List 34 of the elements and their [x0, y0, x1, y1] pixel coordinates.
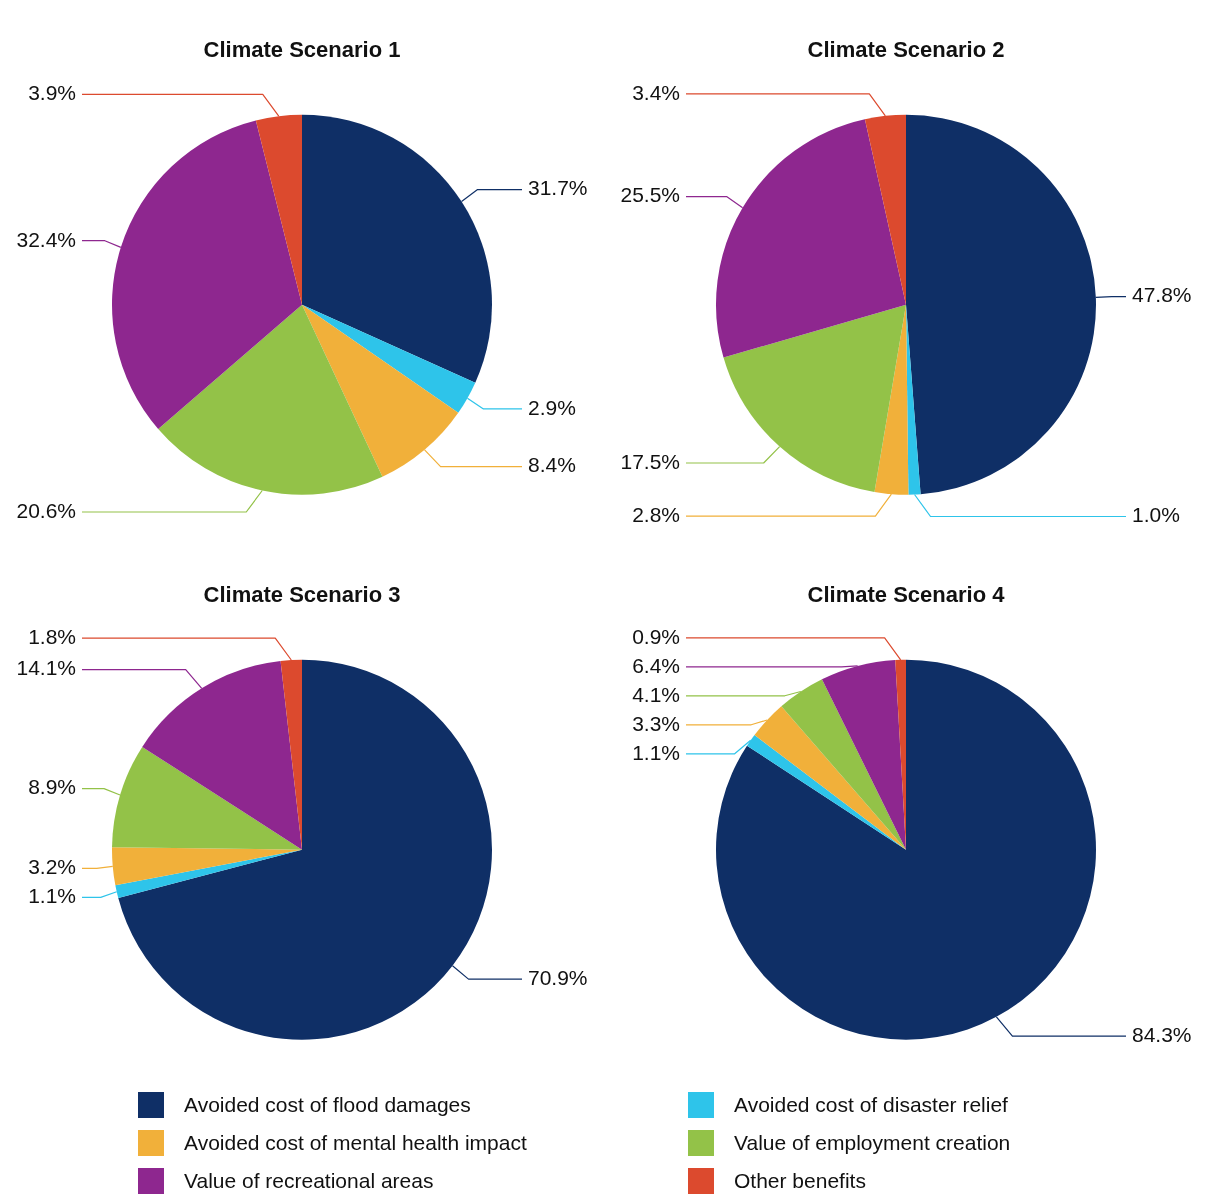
- data-label: 47.8%: [1132, 283, 1192, 307]
- legend-label: Value of employment creation: [734, 1130, 1011, 1156]
- data-label: 14.1%: [16, 656, 76, 680]
- legend-label: Other benefits: [734, 1168, 866, 1194]
- legend-label: Avoided cost of disaster relief: [734, 1092, 1008, 1118]
- data-label: 31.7%: [528, 176, 588, 200]
- chart-title: Climate Scenario 1: [203, 37, 401, 63]
- data-label: 25.5%: [620, 183, 680, 207]
- data-label: 1.0%: [1132, 503, 1180, 527]
- data-label: 3.4%: [632, 80, 680, 104]
- data-label: 3.3%: [632, 711, 680, 735]
- data-label: 6.4%: [632, 653, 680, 677]
- data-label: 2.9%: [528, 395, 576, 419]
- data-label: 1.1%: [28, 884, 76, 908]
- data-label: 20.6%: [16, 498, 76, 522]
- data-label: 3.9%: [28, 81, 76, 105]
- data-label: 70.9%: [528, 965, 588, 989]
- data-label: 2.8%: [632, 502, 680, 526]
- chart-title: Climate Scenario 2: [807, 37, 1005, 63]
- data-label: 32.4%: [16, 227, 76, 251]
- data-label: 1.8%: [28, 624, 76, 648]
- legend-label: Avoided cost of mental health impact: [184, 1130, 527, 1156]
- legend-label: Avoided cost of flood damages: [184, 1092, 471, 1118]
- data-label: 8.9%: [28, 775, 76, 799]
- data-label: 8.4%: [528, 453, 576, 477]
- legend-label: Value of recreational areas: [184, 1168, 434, 1194]
- data-label: 0.9%: [632, 624, 680, 648]
- data-label: 4.1%: [632, 682, 680, 706]
- chart-title: Climate Scenario 4: [807, 582, 1006, 608]
- data-label: 17.5%: [620, 449, 680, 473]
- chart-title: Climate Scenario 3: [203, 582, 401, 608]
- data-label: 3.2%: [28, 855, 76, 879]
- data-label: 1.1%: [632, 740, 680, 764]
- data-label: 84.3%: [1132, 1022, 1192, 1046]
